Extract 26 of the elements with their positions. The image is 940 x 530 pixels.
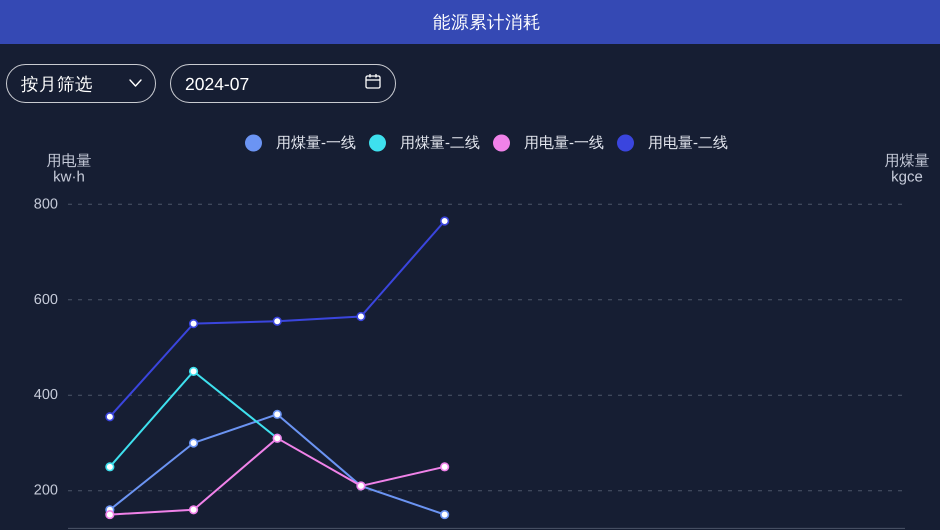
y2label: kgce [891,168,923,186]
point [188,505,198,514]
y2label: 用煤量 [884,152,930,170]
legend-label: 用电量-二线 [648,134,728,152]
point [188,438,198,448]
point [440,510,450,520]
ylabel: 用电量 [46,152,92,170]
point [188,319,198,328]
point [105,510,114,520]
ytick: 600 [34,292,58,308]
title: 能源累计消耗 [433,12,541,32]
point [272,316,282,326]
ylabel: kw·h [53,168,85,186]
ytick: 800 [34,196,58,212]
legend-label: 用煤量-二线 [400,134,480,152]
ytick: 200 [34,482,58,499]
point [356,312,366,322]
point [188,366,198,376]
legend-label: 用煤量-一线 [276,134,356,152]
legend-label: 用电量-一线 [524,134,604,152]
point [105,412,114,422]
point [272,410,282,419]
point [440,462,450,472]
point [440,216,450,226]
point [105,462,114,472]
ytick: 400 [34,387,58,404]
